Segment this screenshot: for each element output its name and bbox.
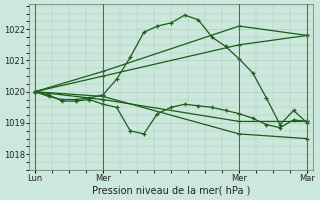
X-axis label: Pression niveau de la mer( hPa ): Pression niveau de la mer( hPa ): [92, 186, 250, 196]
